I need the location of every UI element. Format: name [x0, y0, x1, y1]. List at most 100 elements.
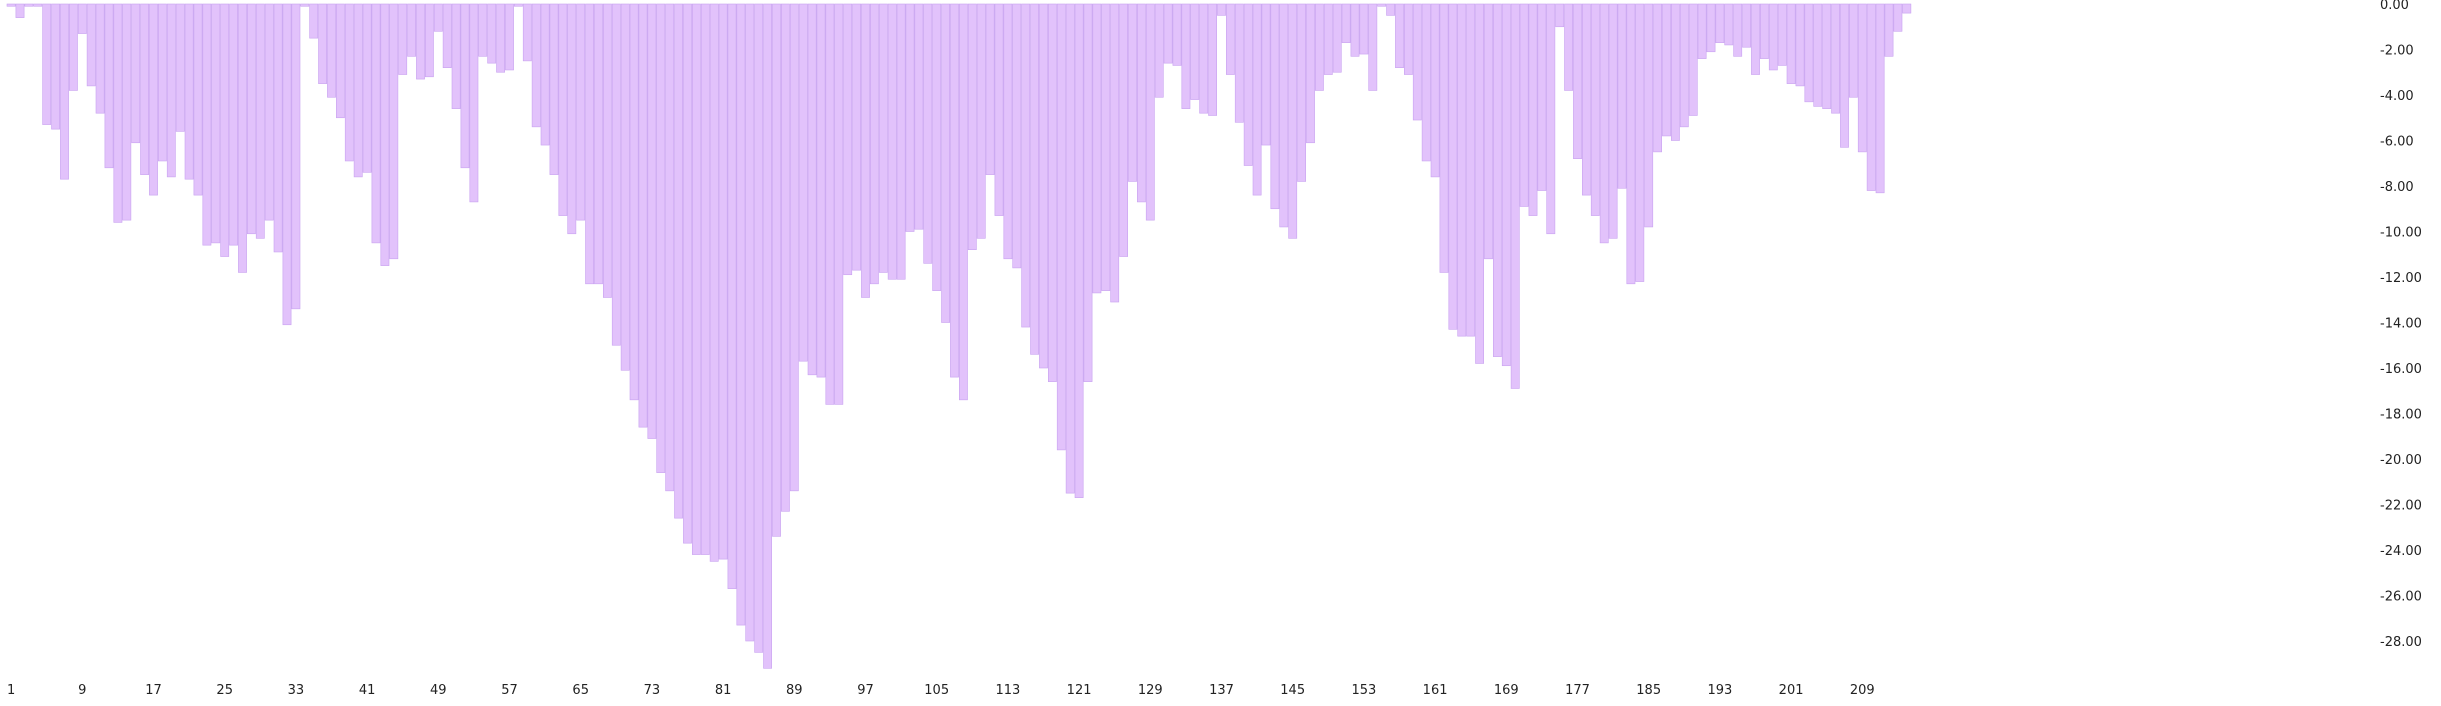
bar-24: [211, 3, 221, 244]
bar-118: [1048, 3, 1057, 382]
bar-146: [1297, 3, 1306, 182]
x-tick-label: 113: [995, 683, 1020, 698]
bar-57: [505, 3, 514, 71]
bar-165: [1466, 3, 1476, 337]
bar-135: [1199, 3, 1209, 114]
bar-188: [1671, 3, 1680, 141]
bar-123: [1092, 3, 1102, 294]
bar-84: [745, 3, 755, 642]
y-tick-label: -20.00: [2380, 453, 2422, 468]
y-tick-label: -26.00: [2380, 590, 2422, 605]
bar-103: [914, 3, 924, 230]
bar-138: [1226, 3, 1235, 75]
bar-98: [869, 3, 879, 285]
bar-191: [1697, 3, 1707, 59]
bar-6: [51, 3, 60, 130]
bar-130: [1154, 3, 1164, 98]
x-tick-label: 65: [572, 683, 589, 698]
x-tick-label: 153: [1351, 683, 1376, 698]
bar-99: [878, 3, 888, 273]
bar-179: [1590, 3, 1600, 216]
bar-122: [1083, 3, 1093, 382]
bar-178: [1582, 3, 1591, 196]
bar-126: [1119, 3, 1128, 257]
bar-14: [122, 3, 132, 221]
bar-38: [335, 3, 345, 119]
x-tick-label: 17: [145, 683, 162, 698]
bar-73: [647, 3, 657, 439]
bar-50: [442, 3, 452, 69]
bar-196: [1742, 3, 1751, 48]
bar-158: [1404, 3, 1413, 75]
bar-131: [1163, 3, 1173, 64]
x-tick-label: 137: [1209, 683, 1234, 698]
bar-26: [229, 3, 238, 246]
bar-183: [1626, 3, 1636, 285]
bar-128: [1137, 3, 1146, 203]
bar-40: [353, 3, 363, 178]
bar-3: [24, 3, 34, 7]
y-tick-label: -8.00: [2380, 180, 2414, 195]
y-tick-label: -16.00: [2380, 362, 2422, 377]
bar-159: [1412, 3, 1422, 121]
bar-62: [549, 3, 559, 175]
bar-211: [1875, 3, 1885, 194]
bar-195: [1733, 3, 1743, 57]
bar-86: [763, 3, 772, 669]
bar-1: [6, 3, 16, 7]
bar-95: [843, 3, 853, 276]
bar-174: [1546, 3, 1556, 235]
x-tick-label: 129: [1138, 683, 1163, 698]
bar-74: [656, 3, 666, 473]
bar-4: [33, 3, 43, 7]
bar-189: [1679, 3, 1689, 128]
bar-41: [362, 3, 372, 173]
bar-81: [718, 3, 728, 560]
bar-116: [1030, 3, 1039, 355]
bar-173: [1537, 3, 1547, 191]
bar-25: [220, 3, 230, 257]
bar-164: [1457, 3, 1467, 337]
bar-7: [60, 3, 69, 180]
bar-88: [780, 3, 790, 512]
bar-69: [611, 3, 621, 346]
y-tick-label: -28.00: [2380, 635, 2422, 650]
x-tick-label: 105: [924, 683, 949, 698]
bar-113: [1003, 3, 1013, 260]
bar-22: [193, 3, 203, 196]
bar-29: [255, 3, 265, 239]
bar-119: [1056, 3, 1066, 451]
bar-102: [905, 3, 915, 232]
bar-61: [540, 3, 550, 146]
bar-80: [709, 3, 719, 562]
x-tick-label: 33: [288, 683, 305, 698]
bar-198: [1760, 3, 1769, 59]
bar-120: [1065, 3, 1075, 494]
bar-51: [451, 3, 461, 109]
bar-190: [1688, 3, 1698, 116]
bar-2: [15, 3, 25, 18]
bar-144: [1279, 3, 1289, 228]
bar-181: [1608, 3, 1618, 239]
bar-134: [1190, 3, 1200, 100]
bar-202: [1795, 3, 1805, 87]
x-tick-label: 145: [1280, 683, 1305, 698]
y-tick-label: -22.00: [2380, 499, 2422, 514]
bar-117: [1039, 3, 1048, 369]
bar-59: [522, 3, 532, 62]
x-tick-label: 57: [501, 683, 518, 698]
bar-44: [389, 3, 399, 260]
bar-39: [344, 3, 354, 162]
x-tick-label: 73: [644, 683, 661, 698]
bar-83: [736, 3, 746, 626]
bar-207: [1840, 3, 1849, 148]
y-tick-label: -2.00: [2380, 44, 2414, 59]
x-tick-label: 9: [78, 683, 86, 698]
x-tick-label: 41: [359, 683, 376, 698]
bar-43: [380, 3, 390, 266]
bar-125: [1110, 3, 1120, 303]
bar-45: [398, 3, 408, 75]
bar-16: [140, 3, 149, 175]
bar-11: [95, 3, 105, 114]
bar-111: [985, 3, 995, 175]
